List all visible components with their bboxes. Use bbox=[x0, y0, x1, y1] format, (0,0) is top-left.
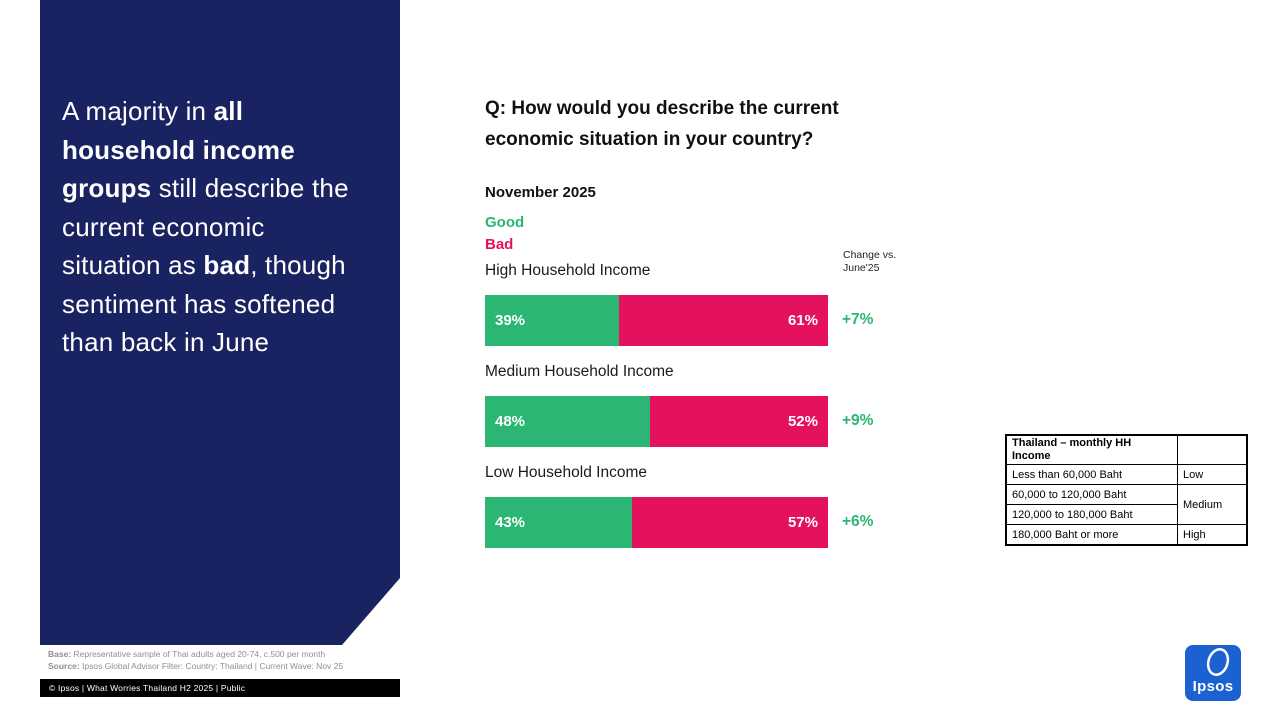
table-row: Less than 60,000 Baht Low bbox=[1005, 464, 1248, 485]
table-cell-level: High bbox=[1177, 524, 1248, 546]
footnote-source: Source: Ipsos Global Advisor Filter: Cou… bbox=[48, 661, 343, 673]
headline-seg: A majority in bbox=[62, 96, 214, 126]
bar-segment-bad: 61% bbox=[618, 295, 828, 346]
table-cell-range: 120,000 to 180,000 Baht bbox=[1005, 504, 1178, 525]
bar-segment-good: 43% bbox=[485, 497, 633, 548]
logo-ellipse-icon bbox=[1206, 648, 1230, 676]
bar-category-label: Medium Household Income bbox=[485, 363, 674, 380]
bar-category-label: Low Household Income bbox=[485, 464, 647, 481]
bar-good-value-label: 39% bbox=[495, 312, 526, 329]
change-header-line2: June'25 bbox=[843, 262, 880, 274]
wave-date-label: November 2025 bbox=[485, 184, 596, 201]
footnote-source-text: Ipsos Global Advisor Filter: Country: Th… bbox=[79, 660, 344, 671]
legend-good-label: Good bbox=[485, 214, 525, 231]
footnote-base-text: Representative sample of Thai adults age… bbox=[71, 649, 326, 659]
table-row: 60,000 to 120,000 Baht Medium bbox=[1005, 484, 1248, 525]
change-value: +6% bbox=[842, 513, 874, 530]
bar-row: Medium Household Income 48% 52% +9% bbox=[485, 363, 873, 447]
question-title: Q: How would you describe the current ec… bbox=[485, 98, 839, 150]
bar-row: Low Household Income 43% 57% +6% bbox=[485, 464, 873, 548]
bar-bad-value-label: 61% bbox=[787, 312, 818, 329]
bar-bad-value-label: 52% bbox=[787, 413, 818, 430]
change-column-header: Change vs. June'25 bbox=[843, 249, 896, 275]
headline-text: A majority in all household income group… bbox=[40, 0, 400, 362]
table-header-cell: Thailand – monthly HH Income bbox=[1005, 434, 1178, 465]
table-cell-range: 60,000 to 120,000 Baht bbox=[1005, 484, 1178, 505]
bar-segment-bad: 57% bbox=[632, 497, 828, 548]
ipsos-logo: Ipsos bbox=[1185, 645, 1241, 701]
change-value: +7% bbox=[842, 311, 874, 328]
footnote-base: Base: Representative sample of Thai adul… bbox=[48, 649, 343, 661]
bar-segment-good: 48% bbox=[485, 396, 650, 447]
table-row: 180,000 Baht or more High bbox=[1005, 524, 1248, 546]
table-cell-range: Less than 60,000 Baht bbox=[1005, 464, 1178, 485]
income-reference-table: Thailand – monthly HH Income Less than 6… bbox=[1005, 434, 1248, 546]
headline-seg: still describe the current economic situ… bbox=[62, 173, 349, 280]
table-cell-level: Low bbox=[1177, 464, 1248, 485]
table-row: Thailand – monthly HH Income bbox=[1005, 434, 1248, 465]
bar-track: 39% 61% bbox=[485, 295, 828, 346]
headline-seg-bold: bad bbox=[203, 250, 251, 280]
change-value: +9% bbox=[842, 412, 874, 429]
bar-track: 43% 57% bbox=[485, 497, 828, 548]
bar-segment-bad: 52% bbox=[649, 396, 828, 447]
table-header-cell-empty bbox=[1177, 434, 1248, 465]
headline-seg: , though sentiment has softened than bac… bbox=[62, 250, 346, 357]
footnote-base-label: Base: bbox=[48, 649, 72, 659]
footnote-source-label: Source: bbox=[48, 660, 80, 671]
footnote: Base: Representative sample of Thai adul… bbox=[48, 649, 343, 672]
table-cell-level: Medium bbox=[1177, 484, 1248, 525]
logo-text: Ipsos bbox=[1192, 678, 1234, 695]
headline-panel: A majority in all household income group… bbox=[40, 0, 400, 645]
table-row: 120,000 to 180,000 Baht bbox=[1005, 504, 1247, 525]
bar-good-value-label: 43% bbox=[495, 514, 526, 531]
change-header-line1: Change vs. bbox=[843, 249, 897, 261]
bar-row: High Household Income 39% 61% +7% bbox=[485, 262, 873, 346]
bar-segment-good: 39% bbox=[485, 295, 619, 346]
bar-track: 48% 52% bbox=[485, 396, 828, 447]
table-cell-range: 180,000 Baht or more bbox=[1005, 524, 1178, 546]
headline-seg-bold: all household income groups bbox=[62, 96, 295, 203]
bar-bad-value-label: 57% bbox=[787, 514, 818, 531]
legend-bad-label: Bad bbox=[485, 236, 514, 253]
bar-good-value-label: 48% bbox=[495, 413, 526, 430]
bar-category-label: High Household Income bbox=[485, 262, 651, 279]
copyright-bar: © Ipsos | What Worries Thailand H2 2025 … bbox=[40, 679, 400, 697]
